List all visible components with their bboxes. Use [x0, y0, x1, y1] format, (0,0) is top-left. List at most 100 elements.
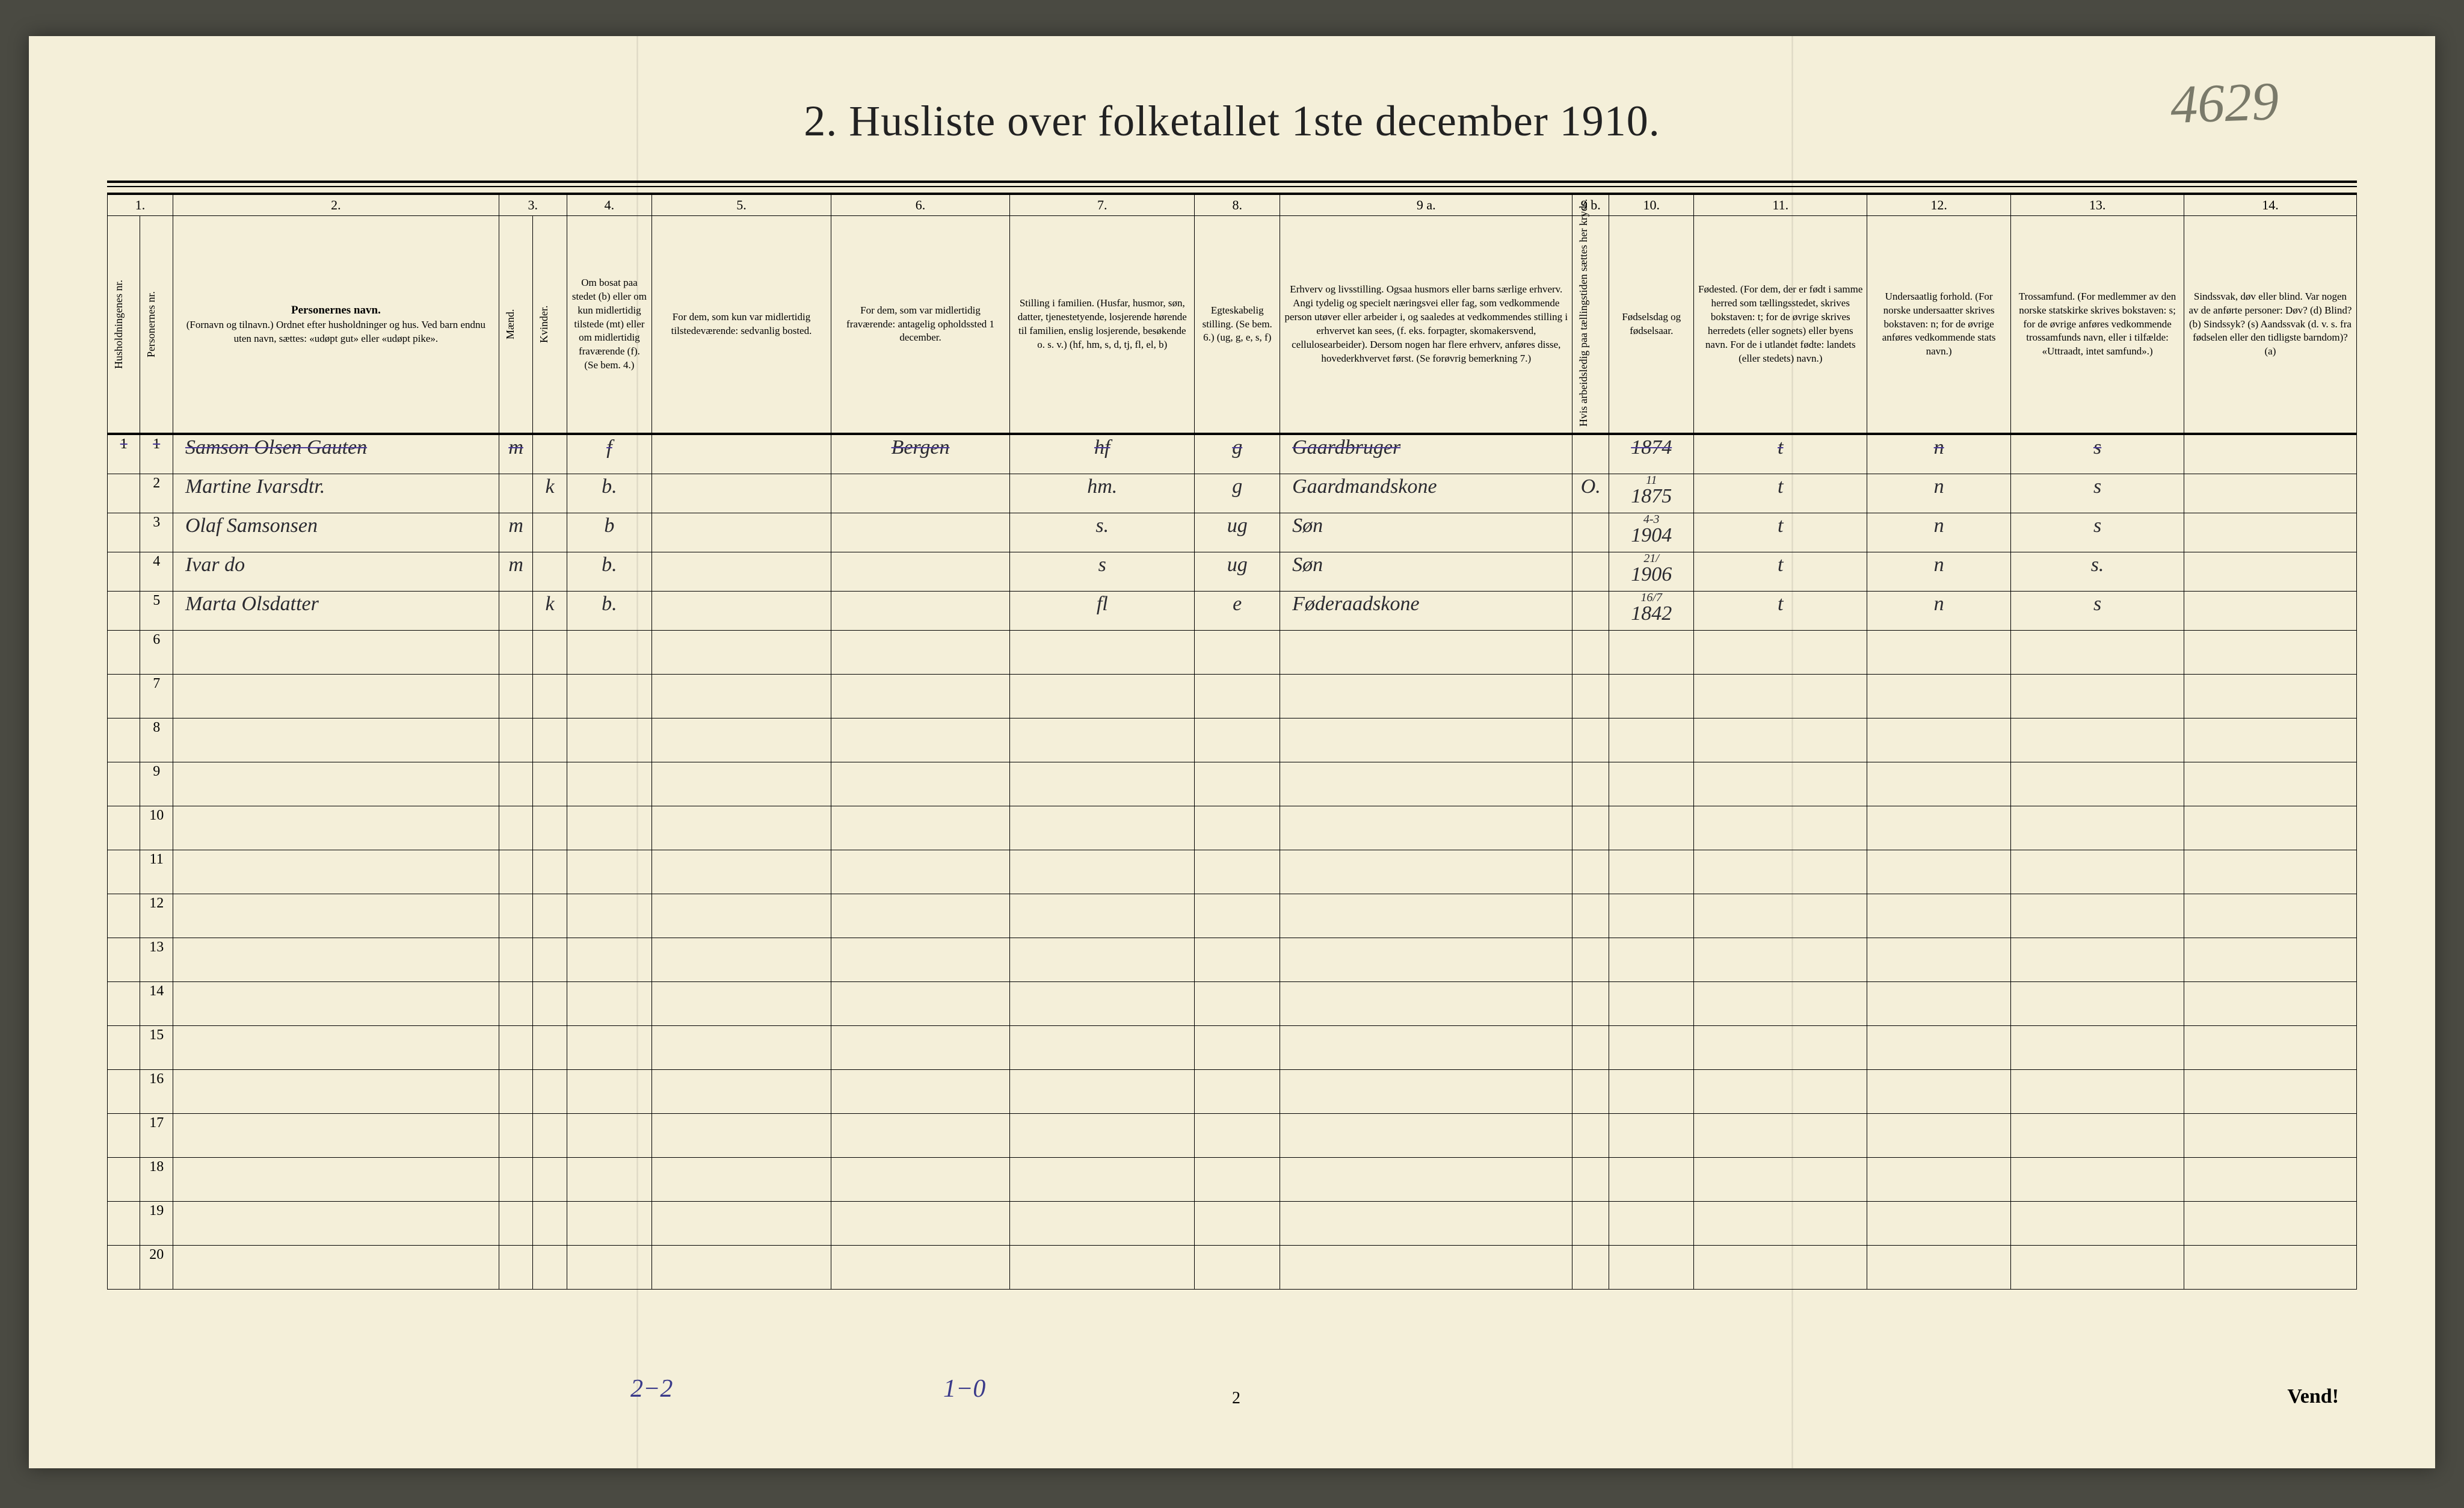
colnum-6: 6.: [831, 194, 1009, 216]
cell-10: [1609, 1246, 1694, 1290]
cell-10: [1609, 762, 1694, 806]
cell-12: [1867, 631, 2011, 675]
cell-7: [1010, 894, 1195, 938]
cell-7: fl: [1010, 592, 1195, 631]
cell-k: [533, 1246, 567, 1290]
cell-7: [1010, 718, 1195, 762]
cell-bosat: b.: [567, 552, 651, 592]
cell-m: [499, 474, 532, 513]
cell-13: s: [2011, 474, 2184, 513]
cell-11: [1694, 938, 1867, 982]
cell-hh: [108, 982, 140, 1026]
cell-9a: [1280, 1202, 1572, 1246]
cell-9b: [1572, 592, 1609, 631]
header-row: Husholdningenes nr. Personernes nr. Pers…: [108, 216, 2357, 434]
cell-name: [173, 1114, 499, 1158]
cell-6: [831, 1246, 1009, 1290]
cell-6: Bergen: [831, 434, 1009, 474]
cell-7: [1010, 1070, 1195, 1114]
hdr-7-text: Stilling i familien. (Husfar, husmor, sø…: [1014, 297, 1190, 352]
cell-5: [652, 850, 831, 894]
cell-7: [1010, 1246, 1195, 1290]
table-row: 8: [108, 718, 2357, 762]
cell-9b: [1572, 1026, 1609, 1070]
cell-k: [533, 894, 567, 938]
cell-10: 111875: [1609, 474, 1694, 513]
cell-m: m: [499, 434, 532, 474]
colnum-4: 4.: [567, 194, 651, 216]
cell-pn: 9: [140, 762, 173, 806]
cell-12: [1867, 982, 2011, 1026]
table-row: 18: [108, 1158, 2357, 1202]
cell-8: g: [1195, 434, 1280, 474]
cell-9a: Søn: [1280, 513, 1572, 552]
cell-pn: 15: [140, 1026, 173, 1070]
cell-pn: 20: [140, 1246, 173, 1290]
cell-9a: Føderaadskone: [1280, 592, 1572, 631]
cell-m: [499, 1114, 532, 1158]
cell-14: [2184, 675, 2356, 718]
cell-8: [1195, 718, 1280, 762]
cell-9a: [1280, 982, 1572, 1026]
cell-m: [499, 592, 532, 631]
cell-pn: 7: [140, 675, 173, 718]
cell-name: [173, 938, 499, 982]
cell-m: [499, 1202, 532, 1246]
cell-10: [1609, 982, 1694, 1026]
cell-11: [1694, 806, 1867, 850]
cell-11: [1694, 982, 1867, 1026]
cell-11: [1694, 631, 1867, 675]
cell-k: [533, 675, 567, 718]
cell-hh: [108, 1202, 140, 1246]
cell-11: [1694, 894, 1867, 938]
cell-9b: [1572, 850, 1609, 894]
cell-8: [1195, 675, 1280, 718]
cell-k: [533, 1070, 567, 1114]
cell-6: [831, 1070, 1009, 1114]
cell-6: [831, 938, 1009, 982]
cell-11: [1694, 675, 1867, 718]
cell-hh: [108, 894, 140, 938]
cell-bosat: [567, 850, 651, 894]
table-row: 6: [108, 631, 2357, 675]
table-row: 5Marta Olsdatterkb.fleFøderaadskone16/71…: [108, 592, 2357, 631]
cell-13: [2011, 1202, 2184, 1246]
cell-5: [652, 1026, 831, 1070]
cell-8: [1195, 894, 1280, 938]
cell-pn: 11: [140, 850, 173, 894]
hdr-household-nr: Husholdningenes nr.: [111, 222, 126, 427]
cell-13: [2011, 762, 2184, 806]
cell-5: [652, 631, 831, 675]
cell-k: [533, 513, 567, 552]
footer-annotation-mid: 1−0: [943, 1374, 985, 1403]
cell-name: [173, 762, 499, 806]
hdr-8: Egteskabelig stilling. (Se bem. 6.) (ug,…: [1195, 216, 1280, 434]
cell-9a: [1280, 718, 1572, 762]
cell-5: [652, 982, 831, 1026]
cell-11: [1694, 1158, 1867, 1202]
cell-8: ug: [1195, 552, 1280, 592]
table-row: 17: [108, 1114, 2357, 1158]
cell-9b: [1572, 1070, 1609, 1114]
cell-9b: [1572, 675, 1609, 718]
cell-hh: [108, 1114, 140, 1158]
cell-9a: [1280, 938, 1572, 982]
cell-pn: 5: [140, 592, 173, 631]
cell-8: [1195, 631, 1280, 675]
cell-8: [1195, 1114, 1280, 1158]
cell-11: t: [1694, 592, 1867, 631]
cell-m: [499, 1070, 532, 1114]
cell-14: [2184, 434, 2356, 474]
cell-14: [2184, 982, 2356, 1026]
cell-7: [1010, 1026, 1195, 1070]
colnum-14: 14.: [2184, 194, 2356, 216]
cell-8: ug: [1195, 513, 1280, 552]
cell-6: [831, 1158, 1009, 1202]
cell-9a: [1280, 762, 1572, 806]
cell-name: [173, 1202, 499, 1246]
cell-bosat: [567, 806, 651, 850]
cell-m: m: [499, 513, 532, 552]
cell-9b: [1572, 552, 1609, 592]
cell-name: Marta Olsdatter: [173, 592, 499, 631]
cell-name: [173, 631, 499, 675]
